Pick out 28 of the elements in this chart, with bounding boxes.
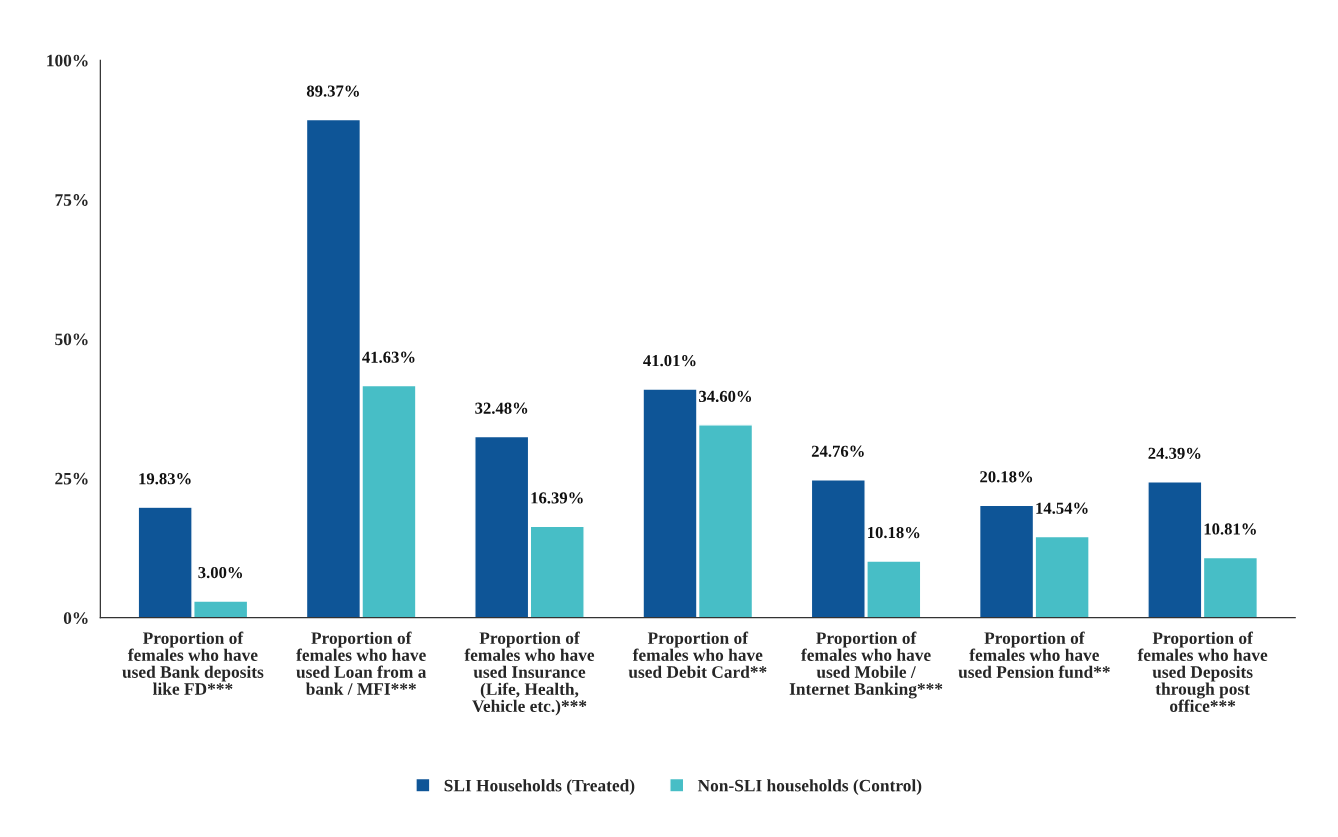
data-label: 14.54% — [1036, 502, 1088, 514]
data-label: 24.76% — [811, 445, 864, 457]
x-tick-label: Proportion of females who have used Insurance (Life, Health, Vehicle etc.)*** — [464, 631, 595, 716]
data-label: 16.39% — [531, 492, 583, 504]
x-tick-label: Proportion of females who have used Loan from a bank / MFI*** — [296, 631, 427, 695]
x-tick-label: Proportion of females who have used Pension fund** — [958, 631, 1110, 678]
x-tick-label: Proportion of females who have used Mobile / Internet Banking*** — [789, 631, 943, 699]
y-tick-label: 100% — [47, 54, 88, 67]
y-tick-label: 25% — [55, 472, 88, 485]
data-label: 19.83% — [139, 473, 191, 485]
data-label: 10.81% — [1204, 523, 1256, 535]
data-label: 32.48% — [475, 402, 528, 414]
y-tick-label: 0% — [63, 612, 88, 624]
data-label: 24.39% — [1148, 447, 1201, 459]
y-tick-label: 75% — [55, 194, 88, 206]
data-label: 20.18% — [980, 471, 1033, 483]
data-label: 34.60% — [699, 390, 752, 403]
x-tick-label: Proportion of females who have used Deposits through post office*** — [1137, 631, 1268, 712]
data-label: 3.00% — [198, 566, 243, 579]
legend-label: Non-SLI households (Control) — [697, 779, 922, 795]
data-label: 89.37% — [306, 85, 359, 97]
x-tick-label: Proportion of females who have used Bank deposits like FD*** — [122, 631, 264, 695]
data-label: 41.01% — [643, 355, 696, 367]
y-tick-label: 50% — [55, 333, 88, 346]
legend-label: SLI Households (Treated) — [444, 779, 635, 795]
x-tick-label: Proportion of females who have used Debit Card** — [628, 631, 767, 678]
data-label: 10.18% — [868, 526, 920, 539]
data-label: 41.63% — [362, 351, 415, 363]
